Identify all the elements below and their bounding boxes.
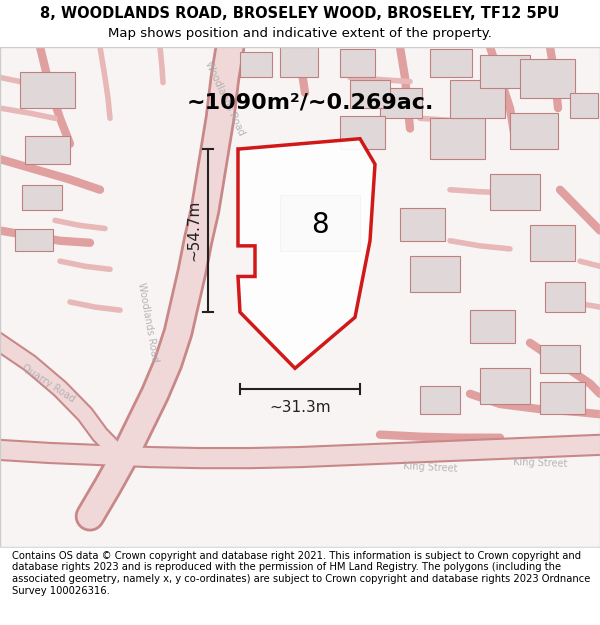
Text: King Street: King Street [403,461,457,474]
Bar [22,184,62,210]
Bar [350,79,390,108]
Bar [510,113,558,149]
Bar [480,368,530,404]
Text: King Street: King Street [513,458,567,469]
Bar [280,47,318,78]
Text: Map shows position and indicative extent of the property.: Map shows position and indicative extent… [108,28,492,40]
Bar [480,55,530,88]
Bar [490,174,540,210]
Bar [450,79,505,118]
Bar [340,116,385,149]
Bar [340,49,375,78]
Bar [400,208,445,241]
Bar [15,229,53,251]
Text: Woodlands Road: Woodlands Road [136,282,160,363]
Bar [410,256,460,292]
Bar [280,195,360,251]
Text: Woodlands Road: Woodlands Road [203,59,247,137]
Text: ~1090m²/~0.269ac.: ~1090m²/~0.269ac. [187,93,434,113]
Bar [240,52,272,78]
Polygon shape [238,139,375,368]
Bar [430,49,472,78]
Bar [540,345,580,373]
Bar [380,88,422,118]
Bar [545,282,585,312]
Bar [420,386,460,414]
Bar [520,59,575,98]
Text: 8: 8 [311,211,329,239]
Bar [20,72,75,108]
Bar [530,226,575,261]
Bar [430,118,485,159]
Bar [570,92,598,118]
Text: Contains OS data © Crown copyright and database right 2021. This information is : Contains OS data © Crown copyright and d… [12,551,590,596]
Bar [25,136,70,164]
Bar [470,310,515,342]
Text: ~31.3m: ~31.3m [269,399,331,414]
Text: 8, WOODLANDS ROAD, BROSELEY WOOD, BROSELEY, TF12 5PU: 8, WOODLANDS ROAD, BROSELEY WOOD, BROSEL… [40,6,560,21]
Text: ~54.7m: ~54.7m [187,200,202,261]
Text: Quarry Road: Quarry Road [20,362,76,404]
Bar [540,382,585,414]
